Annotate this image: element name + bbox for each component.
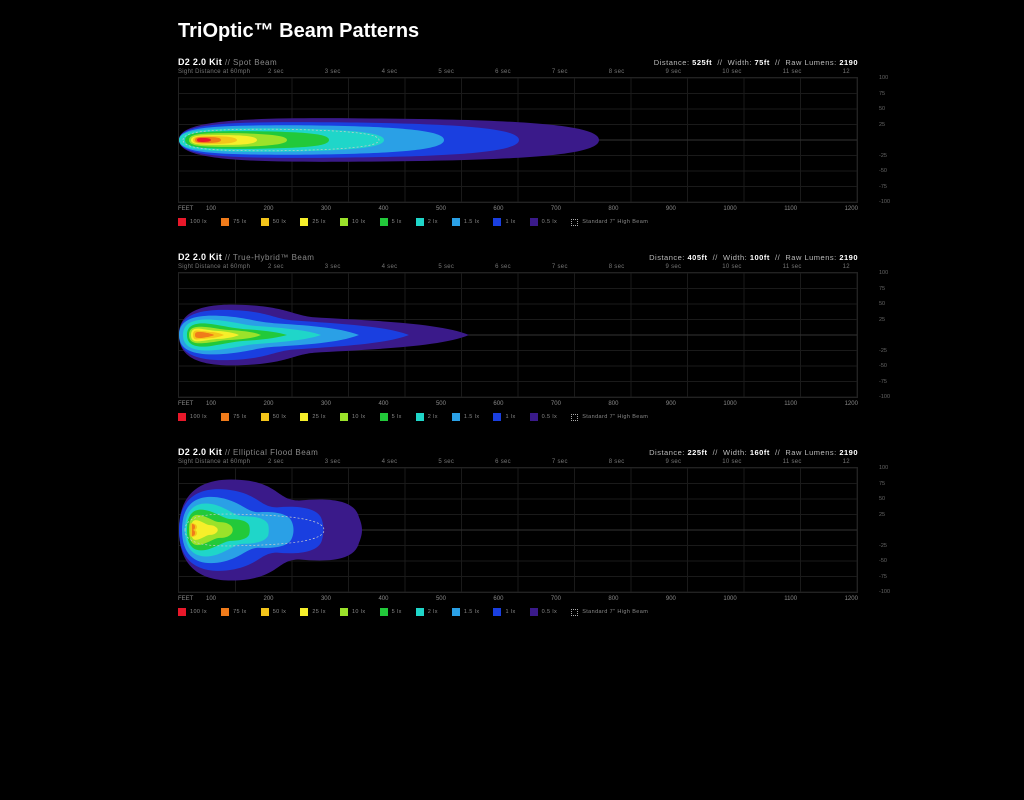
chart-title: D2 2.0 Kit // Elliptical Flood Beam (178, 447, 318, 457)
legend-item: 0.5 lx (530, 608, 558, 616)
chart-stats: Distance: 405ft // Width: 100ft // Raw L… (649, 253, 858, 262)
lux-legend: 100 lx 75 lx 50 lx 25 lx 10 lx 5 lx 2 lx 1.5 lx… (178, 413, 858, 421)
legend-item: 1 lx (493, 218, 515, 226)
legend-item: 0.5 lx (530, 218, 558, 226)
legend-item: 5 lx (380, 218, 402, 226)
beam-name: // True-Hybrid™ Beam (225, 253, 315, 262)
kit-name: D2 2.0 Kit (178, 252, 222, 262)
chart-stats: Distance: 225ft // Width: 160ft // Raw L… (649, 448, 858, 457)
legend-item: 100 lx (178, 413, 207, 421)
legend-item: 5 lx (380, 413, 402, 421)
legend-item-std: Standard 7" High Beam (571, 413, 648, 421)
legend-item-std: Standard 7" High Beam (571, 218, 648, 226)
chart-title: D2 2.0 Kit // True-Hybrid™ Beam (178, 252, 314, 262)
legend-item: 75 lx (221, 218, 247, 226)
plot-area: 100755025-25-50-75-100 (178, 272, 858, 398)
kit-name: D2 2.0 Kit (178, 57, 222, 67)
legend-item: 100 lx (178, 218, 207, 226)
legend-item: 1.5 lx (452, 608, 480, 616)
legend-item: 50 lx (261, 608, 287, 616)
legend-item: 2 lx (416, 608, 438, 616)
legend-item: 10 lx (340, 413, 366, 421)
legend-item: 50 lx (261, 413, 287, 421)
beam-chart: D2 2.0 Kit // Elliptical Flood Beam Dist… (178, 447, 858, 616)
legend-item: 2 lx (416, 413, 438, 421)
chart-title: D2 2.0 Kit // Spot Beam (178, 57, 277, 67)
legend-item: 75 lx (221, 608, 247, 616)
legend-item: 5 lx (380, 608, 402, 616)
legend-item: 0.5 lx (530, 413, 558, 421)
main-title: TriOptic™ Beam Patterns (178, 20, 1024, 43)
sight-distance-row: Sight Distance at 60mph2 sec3 sec4 sec5 … (178, 69, 858, 75)
x-axis-ticks: FEET100200300400500600700800900100011001… (178, 401, 858, 407)
plot-area: 100755025-25-50-75-100 (178, 77, 858, 203)
legend-item: 1 lx (493, 608, 515, 616)
legend-item: 10 lx (340, 218, 366, 226)
plot-area: 100755025-25-50-75-100 (178, 467, 858, 593)
legend-item: 2 lx (416, 218, 438, 226)
lux-legend: 100 lx 75 lx 50 lx 25 lx 10 lx 5 lx 2 lx 1.5 lx… (178, 218, 858, 226)
legend-item: 1.5 lx (452, 218, 480, 226)
legend-item: 25 lx (300, 608, 326, 616)
chart-stats: Distance: 525ft // Width: 75ft // Raw Lu… (654, 58, 858, 67)
sight-distance-row: Sight Distance at 60mph2 sec3 sec4 sec5 … (178, 459, 858, 465)
sight-distance-row: Sight Distance at 60mph2 sec3 sec4 sec5 … (178, 264, 858, 270)
legend-item: 100 lx (178, 608, 207, 616)
legend-item: 25 lx (300, 218, 326, 226)
legend-item: 25 lx (300, 413, 326, 421)
lux-legend: 100 lx 75 lx 50 lx 25 lx 10 lx 5 lx 2 lx 1.5 lx… (178, 608, 858, 616)
kit-name: D2 2.0 Kit (178, 447, 222, 457)
legend-item: 10 lx (340, 608, 366, 616)
beam-chart: D2 2.0 Kit // Spot Beam Distance: 525ft … (178, 57, 858, 226)
legend-item-std: Standard 7" High Beam (571, 608, 648, 616)
beam-name: // Spot Beam (225, 58, 277, 67)
legend-item: 1.5 lx (452, 413, 480, 421)
legend-item: 75 lx (221, 413, 247, 421)
beam-name: // Elliptical Flood Beam (225, 448, 318, 457)
x-axis-ticks: FEET100200300400500600700800900100011001… (178, 206, 858, 212)
beam-chart: D2 2.0 Kit // True-Hybrid™ Beam Distance… (178, 252, 858, 421)
legend-item: 50 lx (261, 218, 287, 226)
legend-item: 1 lx (493, 413, 515, 421)
x-axis-ticks: FEET100200300400500600700800900100011001… (178, 596, 858, 602)
